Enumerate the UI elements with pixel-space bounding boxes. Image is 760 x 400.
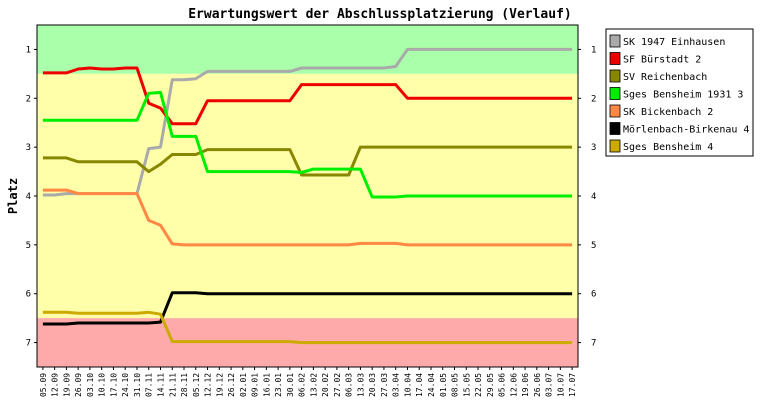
x-tick-label: 16.01 bbox=[262, 373, 271, 397]
x-tick-label: 17.10 bbox=[109, 373, 118, 397]
y-tick-label-right: 7 bbox=[591, 339, 596, 349]
x-tick-label: 12.06 bbox=[509, 373, 518, 397]
x-tick-label: 17.07 bbox=[568, 373, 577, 397]
legend-label: Mörlenbach-Birkenau 4 bbox=[623, 125, 749, 136]
x-tick-label: 03.07 bbox=[545, 373, 554, 397]
x-tick-label: 05.06 bbox=[498, 373, 507, 397]
legend-label: Sges Bensheim 4 bbox=[623, 142, 713, 153]
x-tick-label: 05.12 bbox=[192, 373, 201, 397]
y-axis-label: Platz bbox=[6, 178, 20, 214]
series-lines bbox=[42, 47, 573, 345]
x-tick-label: 26.09 bbox=[74, 373, 83, 397]
series-line-2 bbox=[42, 145, 573, 177]
legend-swatch bbox=[609, 122, 621, 135]
x-tick-label: 02.01 bbox=[239, 373, 248, 397]
legend-label: SF Bürstadt 2 bbox=[623, 55, 701, 66]
x-tick-label: 19.09 bbox=[62, 373, 71, 397]
legend-swatch bbox=[609, 104, 621, 118]
legend: SK 1947 Einhausen SF Bürstadt 2 SV Reichen… bbox=[605, 28, 754, 157]
series-line-1 bbox=[42, 66, 573, 126]
y-tick-label-right: 2 bbox=[591, 94, 596, 104]
legend-swatch bbox=[609, 69, 621, 83]
x-tick-label: 09.01 bbox=[251, 373, 260, 397]
x-tick-label: 27.02 bbox=[333, 373, 342, 397]
x-tick-label: 05.09 bbox=[39, 373, 48, 397]
x-tick-label: 28.11 bbox=[180, 373, 189, 397]
legend-label: Sges Bensheim 1931 3 bbox=[623, 90, 743, 101]
y-tick-label-left: 1 bbox=[26, 45, 31, 55]
legend-label: SK Bickenbach 2 bbox=[623, 107, 713, 118]
x-tick-label: 10.10 bbox=[98, 373, 107, 397]
y-tick-label-right: 5 bbox=[591, 241, 596, 251]
x-tick-label: 31.10 bbox=[133, 373, 142, 397]
x-tick-label: 14.11 bbox=[156, 373, 165, 397]
legend-label: SV Reichenbach bbox=[623, 72, 707, 83]
x-tick-label: 12.09 bbox=[51, 373, 60, 397]
x-tick-label: 23.01 bbox=[274, 373, 283, 397]
x-tick-label: 03.04 bbox=[392, 373, 401, 397]
y-tick-label-right: 4 bbox=[591, 192, 596, 202]
x-tick-label: 21.11 bbox=[168, 373, 177, 397]
x-tick-label: 20.02 bbox=[321, 373, 330, 397]
legend-swatch bbox=[609, 87, 621, 100]
series-line-5 bbox=[42, 291, 573, 326]
x-tick-label: 24.04 bbox=[427, 373, 436, 397]
legend-label: SK 1947 Einhausen bbox=[623, 37, 725, 48]
x-tick-label: 19.12 bbox=[215, 373, 224, 397]
x-tick-label: 01.05 bbox=[439, 373, 448, 397]
x-tick-label: 26.12 bbox=[227, 373, 236, 397]
x-tick-label: 19.06 bbox=[521, 373, 530, 397]
x-tick-label: 13.03 bbox=[356, 373, 365, 397]
legend-box bbox=[605, 28, 754, 157]
x-tick-label: 26.06 bbox=[533, 373, 542, 397]
x-tick-label: 08.05 bbox=[451, 373, 460, 397]
y-tick-label-left: 2 bbox=[26, 94, 31, 104]
y-tick-label-left: 3 bbox=[26, 143, 31, 153]
series-line-3 bbox=[42, 90, 573, 199]
x-tick-label: 24.10 bbox=[121, 373, 130, 397]
x-tick-label: 20.03 bbox=[368, 373, 377, 397]
x-tick-label: 03.10 bbox=[86, 373, 95, 397]
y-ticks-right: 1 2 3 4 5 6 7 bbox=[578, 45, 596, 349]
x-tick-label: 27.03 bbox=[380, 373, 389, 397]
x-tick-label: 30.01 bbox=[286, 373, 295, 397]
x-tick-label: 06.03 bbox=[345, 373, 354, 397]
x-tick-label: 10.07 bbox=[556, 373, 565, 397]
series-line-4 bbox=[42, 188, 573, 247]
legend-swatch bbox=[609, 34, 621, 48]
y-tick-label-right: 6 bbox=[591, 290, 596, 300]
x-tick-label: 15.05 bbox=[462, 373, 471, 397]
series-line-6 bbox=[42, 310, 573, 345]
x-tick-label: 06.02 bbox=[298, 373, 307, 397]
y-tick-label-left: 4 bbox=[26, 192, 31, 202]
x-tick-label: 12.12 bbox=[204, 373, 213, 397]
chart-title: Erwartungswert der Abschlussplatzierung … bbox=[188, 7, 572, 22]
x-tick-label: 10.04 bbox=[403, 373, 412, 397]
y-tick-label-right: 1 bbox=[591, 45, 596, 55]
x-ticks: 05.09 12.09 19.09 26.09 03.10 10.10 17.10 24.10… bbox=[39, 367, 577, 397]
y-ticks-left: 1 2 3 4 5 6 7 bbox=[26, 45, 37, 349]
x-tick-label: 29.05 bbox=[486, 373, 495, 397]
legend-swatch bbox=[609, 139, 621, 153]
y-tick-label-left: 5 bbox=[26, 241, 31, 251]
y-tick-label-left: 6 bbox=[26, 290, 31, 300]
legend-swatch bbox=[609, 52, 621, 65]
x-tick-label: 22.05 bbox=[474, 373, 483, 397]
y-tick-label-right: 3 bbox=[591, 143, 596, 153]
y-tick-label-left: 7 bbox=[26, 339, 31, 349]
x-tick-label: 07.11 bbox=[145, 373, 154, 397]
x-tick-label: 13.02 bbox=[309, 373, 318, 397]
x-tick-label: 17.04 bbox=[415, 373, 424, 397]
